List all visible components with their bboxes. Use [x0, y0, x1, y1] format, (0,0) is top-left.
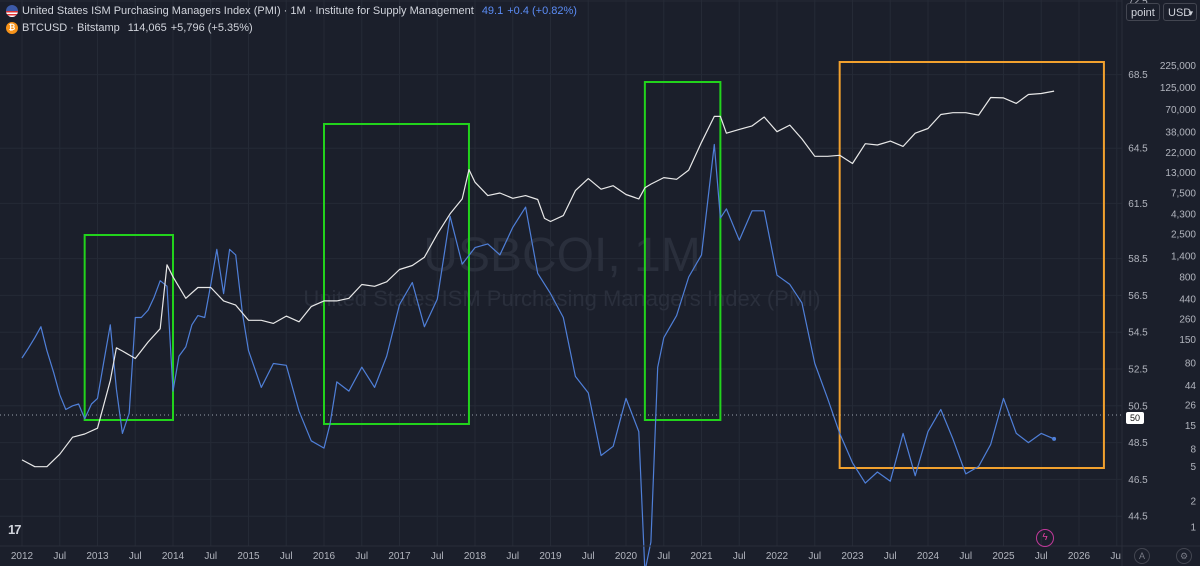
us-flag-icon — [6, 5, 18, 17]
btc-series-line — [21, 90, 1055, 468]
x-tick-label: 2025 — [992, 551, 1015, 562]
x-tick-label: 2013 — [86, 551, 109, 562]
x-axis-ticks: 2012 Jul 2013 Jul 2014 Jul 2015 Jul 2016 Jul 2017 J… — [11, 551, 1123, 562]
btc-tick-label: 15 — [1185, 421, 1197, 432]
legend-pmi-change: +0.4 (+0.82%) — [507, 5, 577, 17]
btc-tick-label: 70,000 — [1165, 105, 1196, 116]
btc-tick-label: 800 — [1179, 272, 1196, 283]
x-tick-label: Jul — [506, 551, 519, 562]
btc-tick-label: 38,000 — [1165, 128, 1196, 139]
legend-btc-value: 114,065 — [127, 22, 167, 34]
x-tick-label: 2015 — [237, 551, 260, 562]
reference-line-label: 50 — [1126, 412, 1144, 424]
scale-mode-button[interactable]: point — [1126, 3, 1160, 21]
pmi-tick-label: 58.5 — [1128, 254, 1148, 265]
btc-tick-label: 4,300 — [1171, 209, 1196, 220]
currency-label: USD — [1168, 7, 1192, 19]
watermark-name: United States ISM Purchasing Managers In… — [303, 286, 820, 311]
btc-tick-label: 125,000 — [1160, 83, 1197, 94]
btc-tick-label: 44 — [1185, 381, 1197, 392]
x-tick-label: Jul — [808, 551, 821, 562]
x-tick-label: Jul — [959, 551, 972, 562]
btc-tick-label: 8 — [1190, 445, 1196, 456]
pmi-axis-ticks: 72.568.564.561.558.556.554.552.550.548.5… — [1128, 0, 1148, 523]
pmi-tick-label: 50.5 — [1128, 401, 1148, 412]
pmi-tick-label: 64.5 — [1128, 144, 1148, 155]
annotation-box-green — [323, 123, 470, 425]
legend-pmi-value: 49.1 — [481, 5, 504, 17]
btc-tick-label: 2,500 — [1171, 230, 1196, 241]
x-tick-label: Jul — [355, 551, 368, 562]
annotation-box-green — [643, 81, 722, 421]
btc-tick-label: 22,000 — [1165, 148, 1196, 159]
x-tick-label: Jul — [582, 551, 595, 562]
pmi-tick-label: 61.5 — [1128, 199, 1148, 210]
x-tick-label: Jul — [884, 551, 897, 562]
x-tick-label: Jul — [733, 551, 746, 562]
x-tick-label: Jul — [204, 551, 217, 562]
x-tick-label: 2021 — [690, 551, 713, 562]
pmi-tick-label: 54.5 — [1128, 328, 1148, 339]
pmi-tick-label: 52.5 — [1128, 365, 1148, 376]
grid — [0, 0, 1122, 546]
btc-tick-label: 1 — [1190, 523, 1196, 534]
x-tick-label: 2022 — [766, 551, 789, 562]
pmi-tick-label: 68.5 — [1128, 70, 1148, 81]
pmi-tick-label: 56.5 — [1128, 291, 1148, 302]
pmi-series-line — [21, 143, 1055, 566]
btc-tick-label: 440 — [1179, 295, 1196, 306]
lightning-icon[interactable]: ϟ — [1036, 529, 1054, 547]
x-tick-label: Jul — [657, 551, 670, 562]
btc-tick-label: 7,500 — [1171, 188, 1196, 199]
legend-btc-change: +5,796 (+5.35%) — [170, 22, 253, 34]
x-tick-label: 2026 — [1068, 551, 1091, 562]
x-tick-label: 2016 — [313, 551, 336, 562]
auto-scale-icon[interactable]: A — [1134, 548, 1150, 564]
btc-tick-label: 1,400 — [1171, 251, 1196, 262]
x-tick-label: Jul — [280, 551, 293, 562]
chevron-down-icon: ▾ — [1188, 8, 1193, 18]
x-tick-label: Jul — [53, 551, 66, 562]
x-tick-label: 2019 — [539, 551, 562, 562]
btc-tick-label: 80 — [1185, 358, 1197, 369]
pmi-tick-label: 48.5 — [1128, 438, 1148, 449]
x-tick-label: Jul — [1035, 551, 1048, 562]
legend-btc[interactable]: ₿ BTCUSD · Bitstamp 114,065 +5,796 (+5.3… — [6, 22, 253, 34]
x-tick-label: 2014 — [162, 551, 185, 562]
tradingview-logo-icon: 17 — [8, 522, 22, 537]
legend-btc-title: BTCUSD · Bitstamp — [22, 22, 120, 34]
btc-tick-label: 150 — [1179, 335, 1196, 346]
x-tick-label: 2018 — [464, 551, 487, 562]
btc-tick-label: 260 — [1179, 314, 1196, 325]
annotation-boxes — [83, 61, 1105, 469]
x-tick-label: 2023 — [841, 551, 864, 562]
btc-axis-ticks: 225,000 125,000 70,000 38,000 22,000 13,000 7,… — [1160, 61, 1197, 533]
btc-tick-label: 13,000 — [1165, 168, 1196, 179]
x-tick-label: Jul — [431, 551, 444, 562]
pmi-tick-label: 44.5 — [1128, 512, 1148, 523]
x-tick-label: 2024 — [917, 551, 940, 562]
watermark-symbol: USBCOI, 1M — [423, 229, 700, 282]
settings-icon[interactable]: ⚙ — [1176, 548, 1192, 564]
series-lines — [21, 90, 1057, 566]
btc-tick-label: 2 — [1190, 497, 1196, 508]
x-tick-label: 2020 — [615, 551, 638, 562]
bitcoin-icon: ₿ — [6, 22, 18, 34]
annotation-box-green — [83, 234, 174, 421]
x-tick-label: Jul — [1110, 551, 1123, 562]
pmi-tick-label: 46.5 — [1128, 475, 1148, 486]
currency-select[interactable]: USD ▾ — [1163, 3, 1197, 21]
x-tick-label: 2017 — [388, 551, 411, 562]
btc-tick-label: 26 — [1185, 401, 1197, 412]
btc-tick-label: 225,000 — [1160, 61, 1197, 72]
x-tick-label: Jul — [129, 551, 142, 562]
btc-tick-label: 5 — [1190, 462, 1196, 473]
annotation-box-orange — [838, 61, 1105, 469]
legend-pmi[interactable]: United States ISM Purchasing Managers In… — [6, 5, 577, 17]
x-tick-label: 2012 — [11, 551, 34, 562]
legend-pmi-title: United States ISM Purchasing Managers In… — [22, 5, 474, 17]
pmi-last-point — [1052, 436, 1057, 441]
